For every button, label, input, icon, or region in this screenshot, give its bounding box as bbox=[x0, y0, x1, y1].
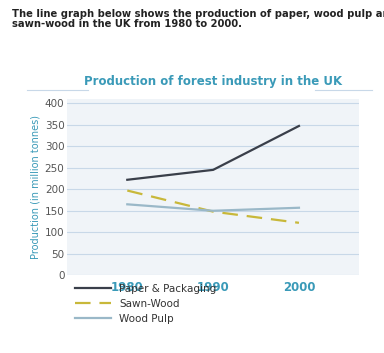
Text: The line graph below shows the production of paper, wood pulp and: The line graph below shows the productio… bbox=[12, 9, 384, 19]
FancyBboxPatch shape bbox=[16, 58, 383, 337]
Y-axis label: Production (in million tonnes): Production (in million tonnes) bbox=[30, 115, 40, 259]
Text: sawn-wood in the UK from 1980 to 2000.: sawn-wood in the UK from 1980 to 2000. bbox=[12, 19, 242, 29]
Title: Production of forest industry in the UK: Production of forest industry in the UK bbox=[84, 75, 342, 88]
Legend: Paper & Packaging, Sawn-Wood, Wood Pulp: Paper & Packaging, Sawn-Wood, Wood Pulp bbox=[71, 280, 221, 328]
